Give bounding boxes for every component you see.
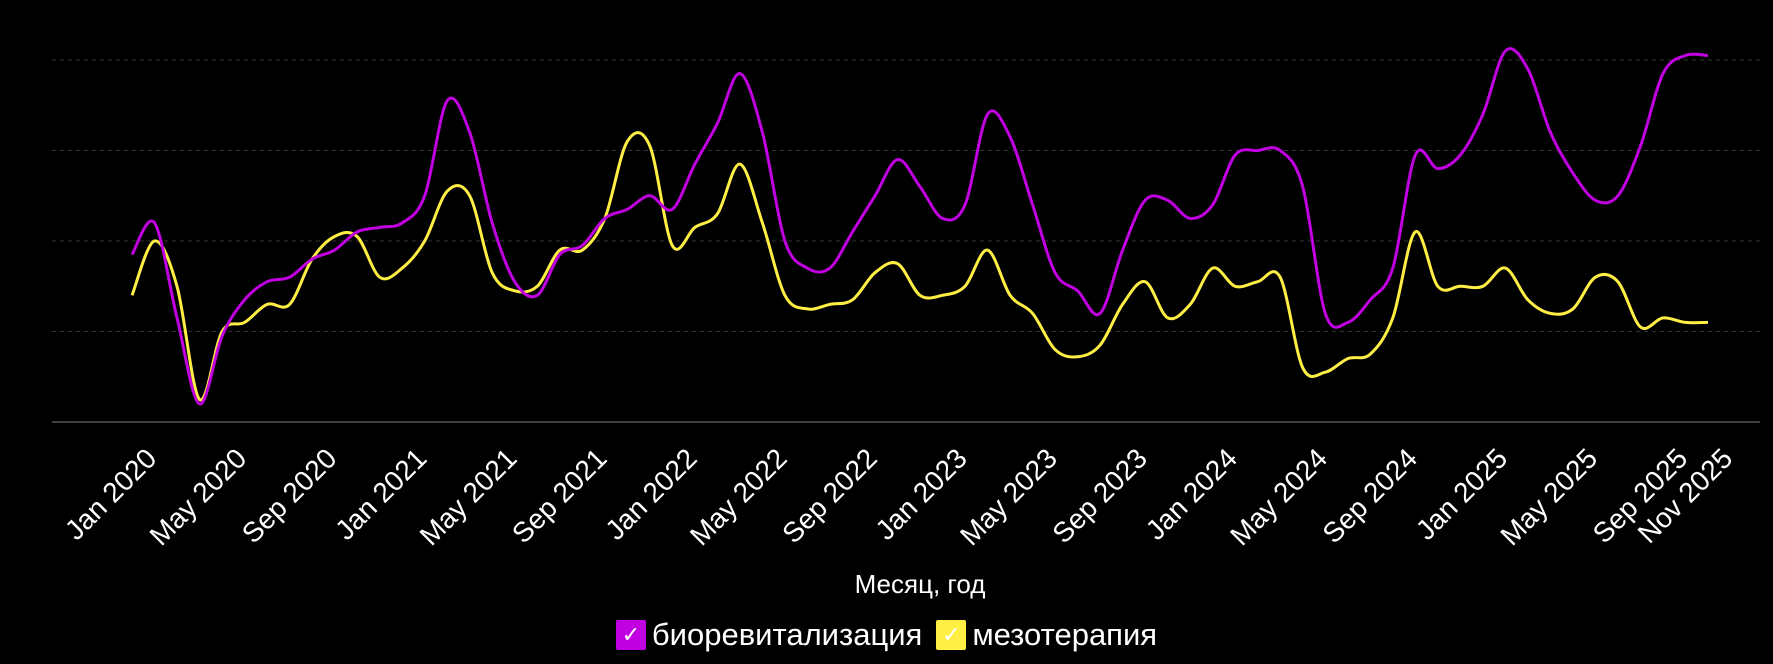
x-tick-label: May 2020 (144, 442, 253, 551)
legend-item-biorevitalization[interactable]: ✓ биоревитализация (615, 617, 923, 653)
x-tick-label: May 2021 (414, 442, 523, 551)
series-line-0[interactable] (130, 47, 1709, 406)
x-tick-label: Sep 2024 (1316, 442, 1423, 549)
legend-item-mesotherapy[interactable]: ✓ мезотерапия (936, 617, 1157, 653)
legend: ✓ биоревитализация ✓ мезотерапия (0, 617, 1773, 653)
x-tick-label: Sep 2022 (776, 442, 883, 549)
series-lines (130, 47, 1709, 406)
checkbox-checked-icon[interactable]: ✓ (615, 620, 646, 650)
series-line-1[interactable] (130, 131, 1709, 402)
legend-label-biorevitalization: биоревитализация (651, 617, 923, 652)
x-tick-label: Sep 2021 (506, 442, 613, 549)
legend-label-mesotherapy: мезотерапия (972, 617, 1158, 652)
x-tick-label: Sep 2023 (1046, 442, 1153, 549)
x-tick-label: May 2025 (1494, 442, 1603, 551)
x-tick-label: May 2023 (954, 442, 1063, 551)
x-tick-label: Sep 2020 (236, 442, 343, 549)
checkbox-checked-icon[interactable]: ✓ (936, 620, 967, 650)
gridlines (52, 59, 1760, 332)
x-tick-label: May 2022 (684, 442, 793, 551)
x-axis-title: Месяц, год (855, 569, 986, 599)
x-tick-label: May 2024 (1224, 442, 1333, 551)
